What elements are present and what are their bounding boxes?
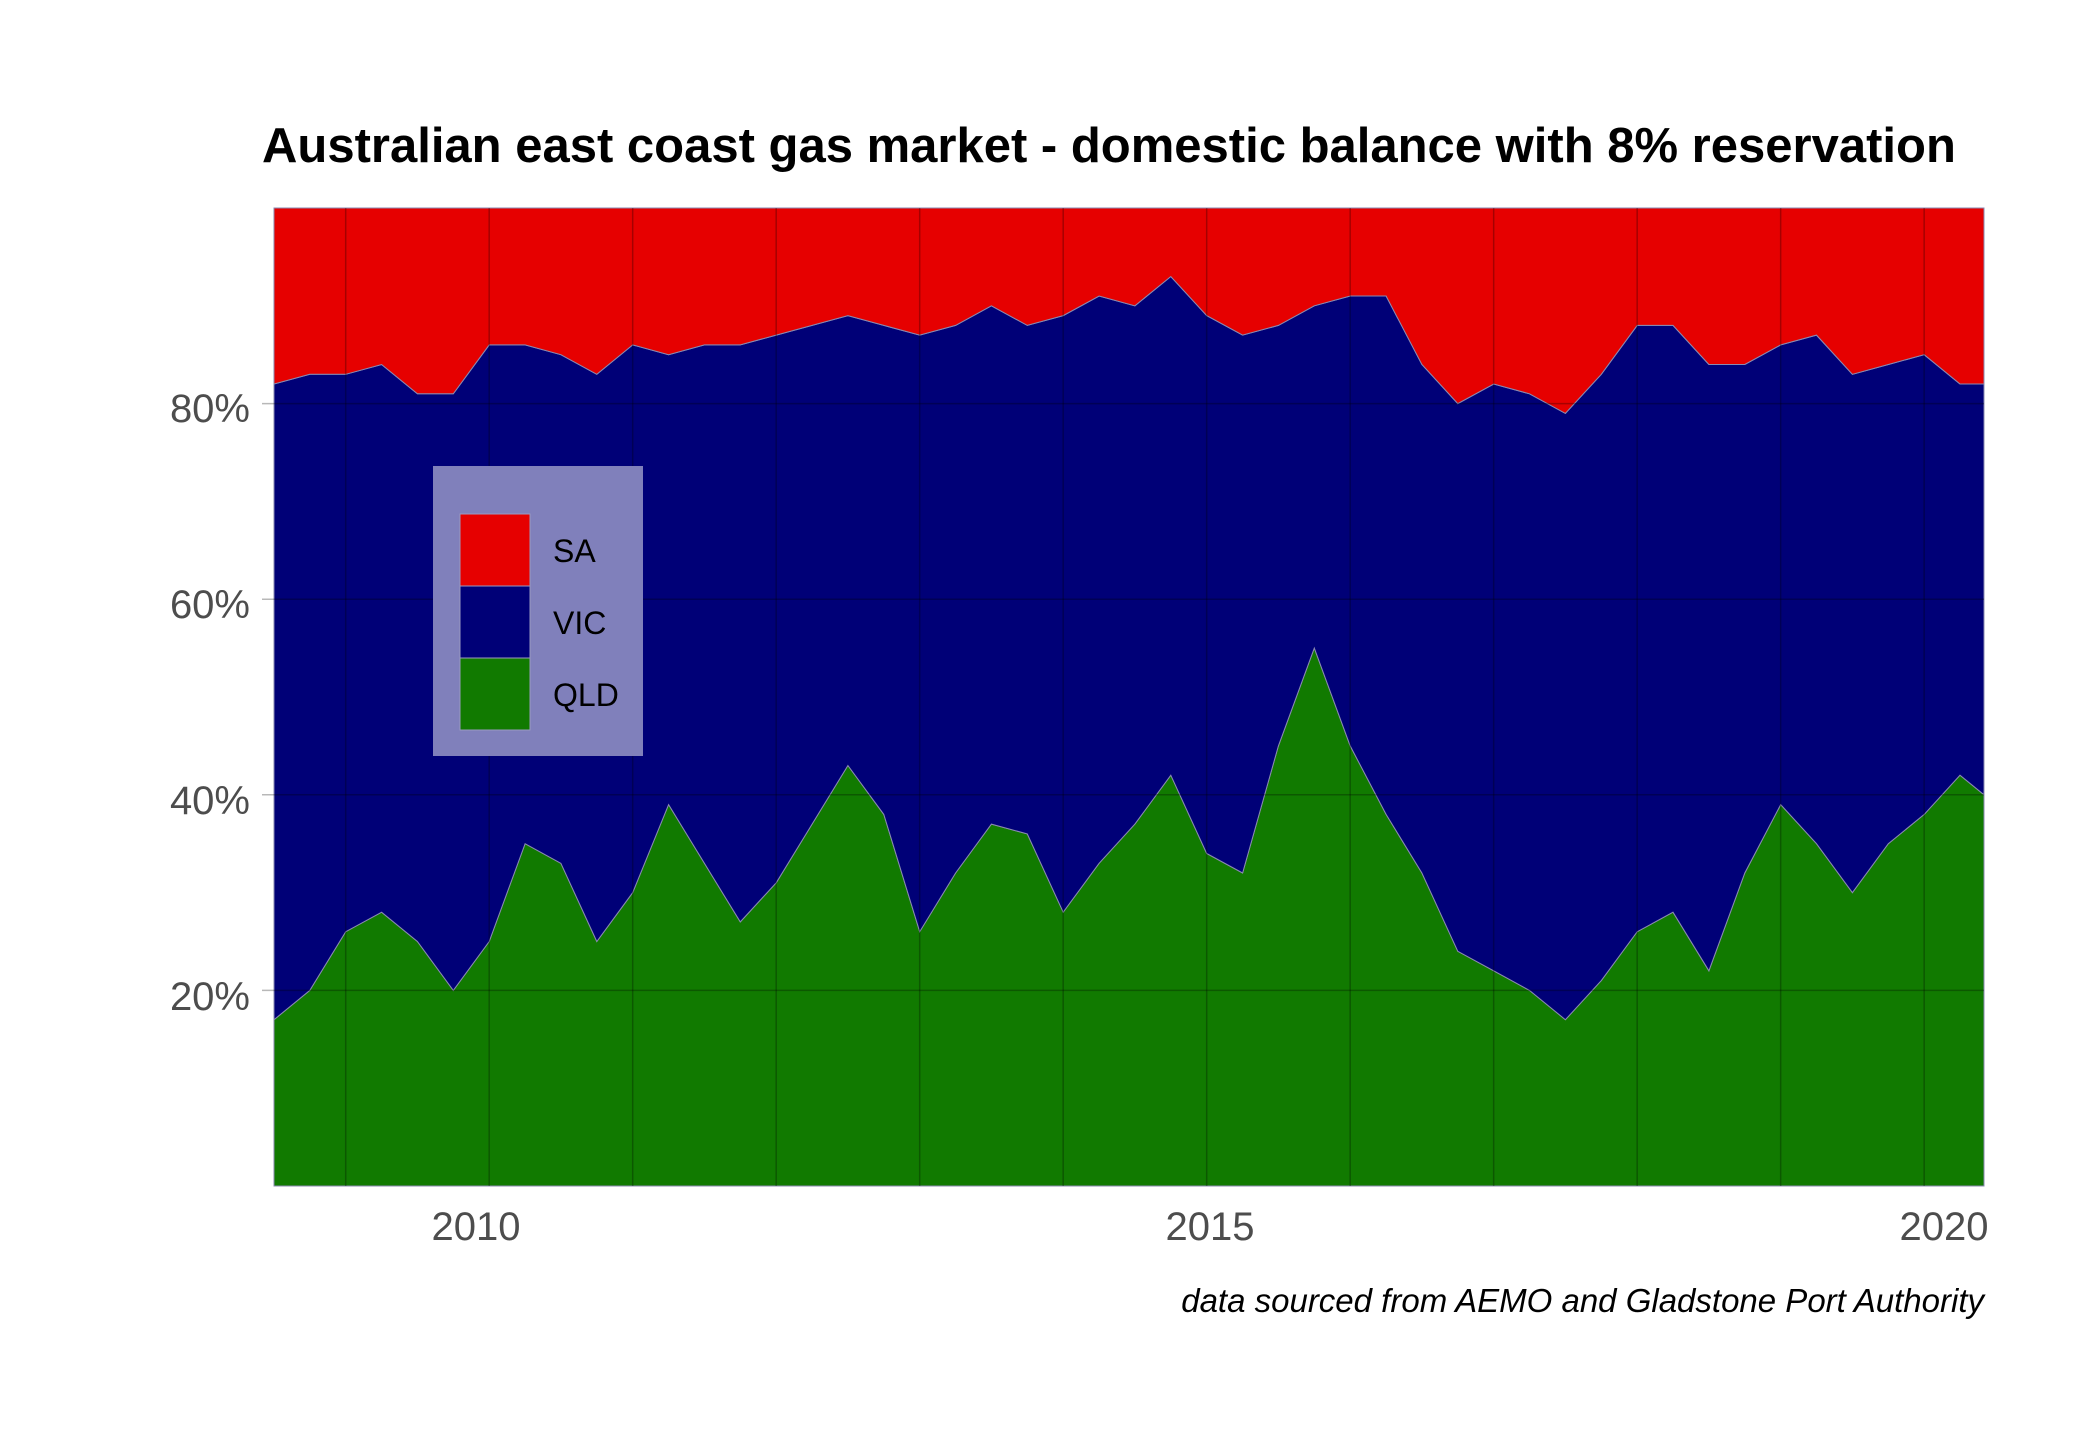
chart-title: Australian east coast gas market - domes… <box>262 119 1956 173</box>
legend-label-qld: QLD <box>553 677 619 713</box>
legend: SA VIC QLD <box>433 466 643 756</box>
x-tick-label: 2015 <box>1166 1205 1255 1249</box>
plot-area <box>273 207 1985 1187</box>
y-axis: 80% 60% 40% 20% <box>170 387 250 1019</box>
x-tick-label: 2010 <box>432 1205 521 1249</box>
y-tick-label: 60% <box>170 583 250 627</box>
y-tick-label: 40% <box>170 779 250 823</box>
legend-label-vic: VIC <box>553 605 606 641</box>
legend-swatch-qld <box>459 657 531 731</box>
x-axis: 2010 2015 2020 <box>432 1205 1989 1249</box>
chart-caption: data sourced from AEMO and Gladstone Por… <box>1181 1282 1986 1319</box>
y-tick-label: 80% <box>170 387 250 431</box>
area-series-sa <box>273 207 1985 415</box>
y-tick-label: 20% <box>170 975 250 1019</box>
legend-label-sa: SA <box>553 533 596 569</box>
grid-lines <box>262 208 1984 1186</box>
legend-swatch-sa <box>459 513 531 587</box>
legend-swatch-vic <box>459 585 531 659</box>
x-tick-label: 2020 <box>1900 1205 1989 1249</box>
